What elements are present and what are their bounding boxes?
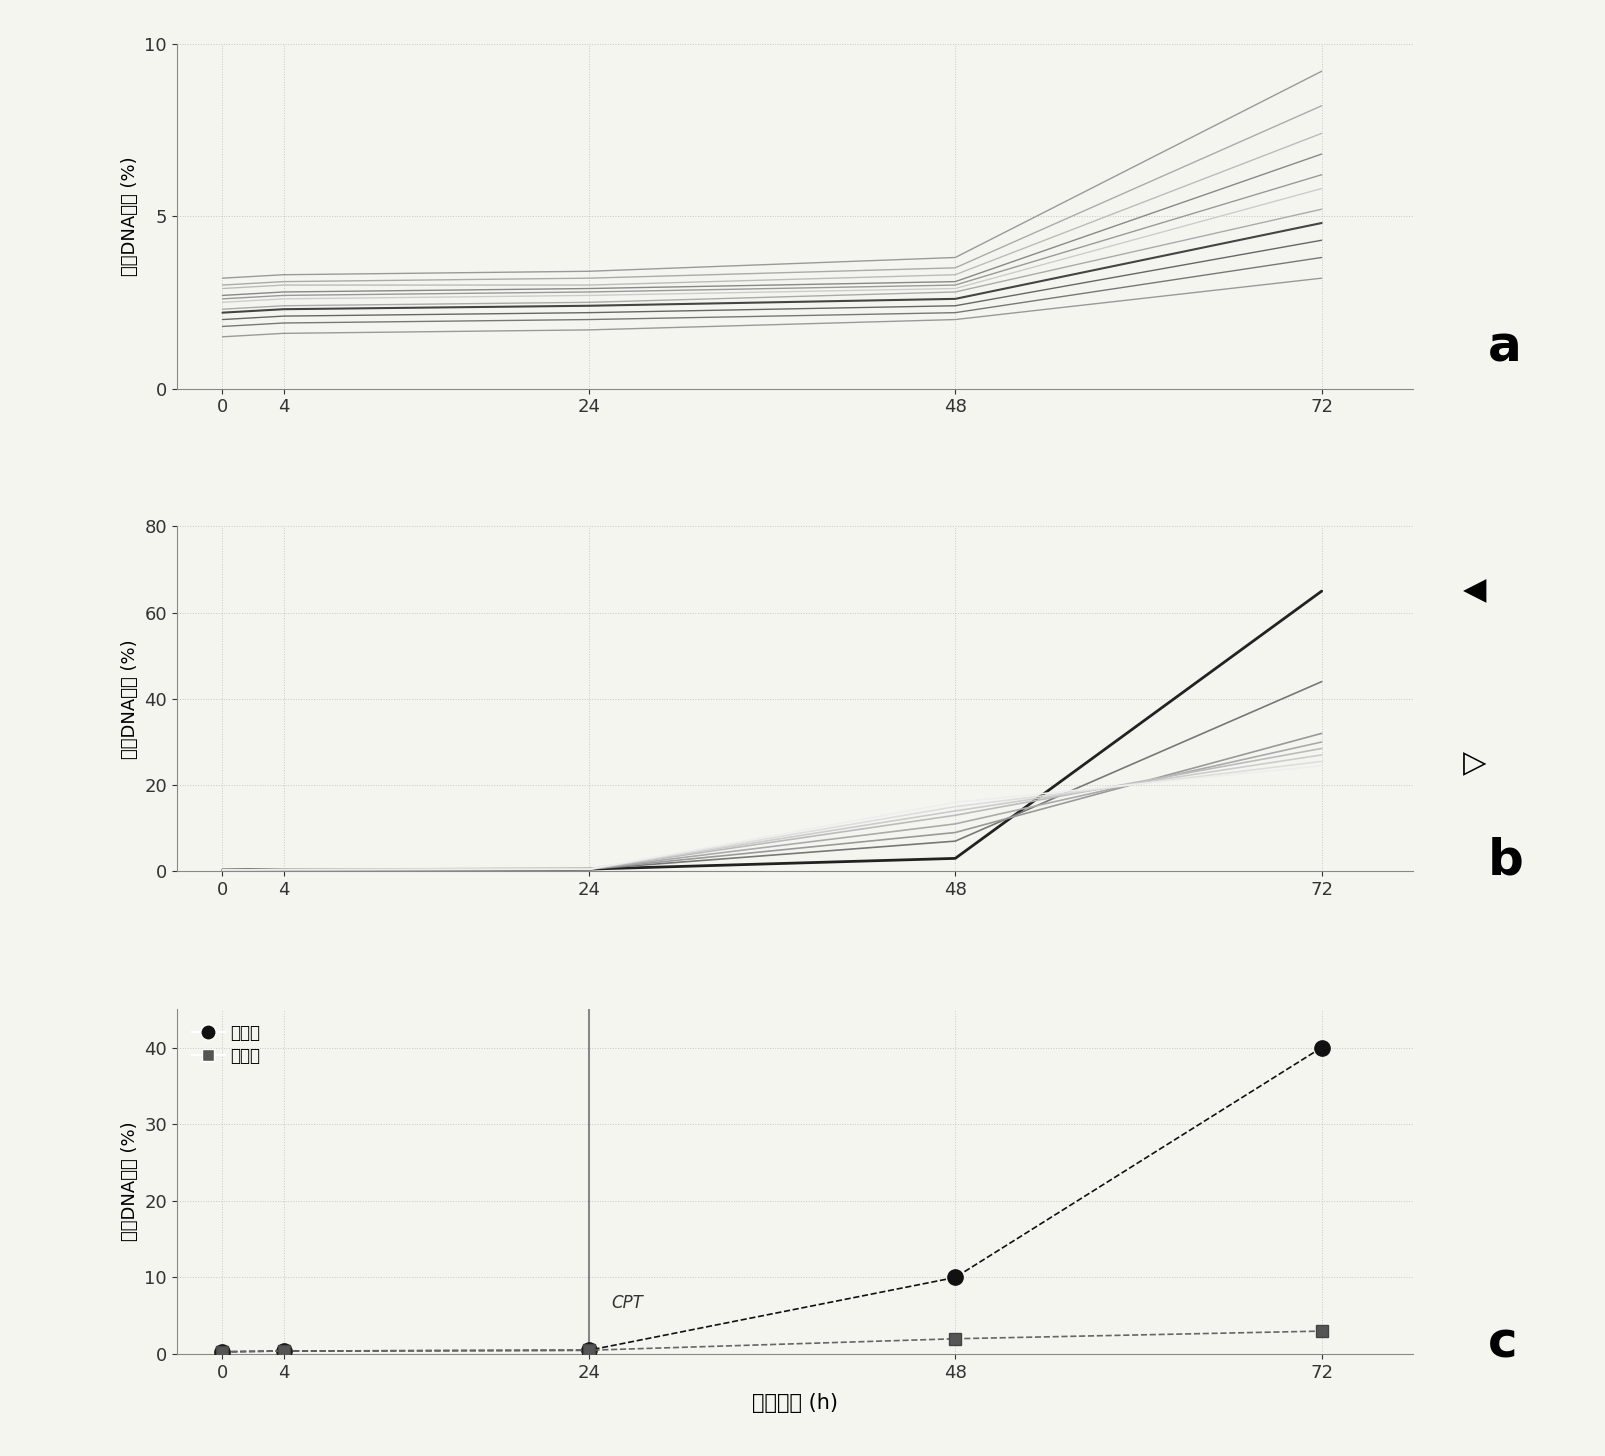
Text: ◀: ◀	[1462, 577, 1485, 606]
X-axis label: 孵育时间 (h): 孵育时间 (h)	[751, 1393, 838, 1412]
Text: a: a	[1486, 323, 1520, 371]
Legend: 分拣的, 常规的: 分拣的, 常规的	[185, 1018, 266, 1072]
Text: CPT: CPT	[612, 1294, 644, 1312]
Y-axis label: 精子DNA断裂 (%): 精子DNA断裂 (%)	[120, 639, 138, 759]
Y-axis label: 精子DNA断裂 (%): 精子DNA断裂 (%)	[120, 1121, 138, 1242]
Text: b: b	[1486, 837, 1523, 885]
Y-axis label: 精子DNA断裂 (%): 精子DNA断裂 (%)	[120, 156, 138, 277]
Text: ▷: ▷	[1462, 748, 1485, 778]
Text: c: c	[1486, 1319, 1517, 1367]
